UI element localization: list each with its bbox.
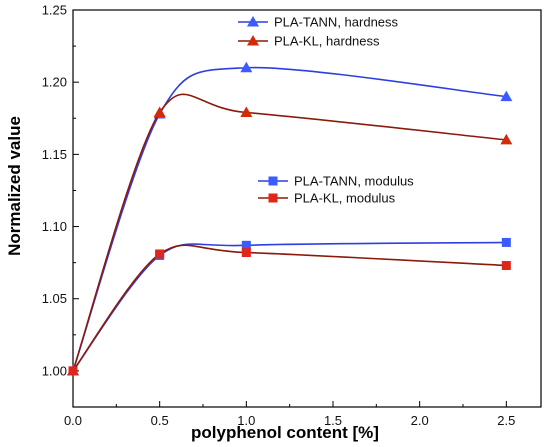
data-point: [240, 61, 253, 73]
series-2: [67, 93, 513, 376]
x-tick-label: 0.0: [64, 413, 82, 428]
legend-group-1: PLA-TANN, hardness PLA-KL, hardness: [238, 15, 399, 49]
series-line: [72, 66, 507, 372]
data-point: [501, 261, 511, 271]
legend-label: PLA-KL, hardness: [274, 34, 380, 49]
plot-border: [72, 9, 542, 408]
data-point: [240, 106, 253, 117]
y-tick-label: 1.25: [42, 3, 67, 18]
data-point: [241, 240, 251, 250]
x-axis-ticks: 0.0 0.5 1.0 1.5 2.0 2.5: [64, 401, 515, 428]
y-axis-title: Normalized value: [5, 116, 24, 256]
legend-group-2: PLA-TANN, modulus PLA-KL, modulus: [258, 174, 414, 206]
series-line: [72, 244, 507, 372]
y-axis-ticks: 1.00 1.05 1.10 1.15 1.20 1.25: [42, 3, 79, 378]
plot-frame: [72, 9, 542, 408]
y-tick-label: 1.20: [42, 75, 67, 90]
series-layer: [67, 61, 513, 376]
legend-label: PLA-KL, modulus: [294, 191, 396, 206]
legend-swatch-marker: [247, 16, 259, 27]
data-point: [501, 237, 511, 247]
y-tick-label: 1.05: [42, 291, 67, 306]
legend-label: PLA-TANN, modulus: [294, 174, 414, 189]
x-tick-label: 1.0: [237, 413, 255, 428]
data-point: [153, 106, 166, 117]
data-point: [155, 249, 165, 259]
y-tick-label: 1.10: [42, 219, 67, 234]
x-tick-label: 2.0: [411, 413, 429, 428]
y-tick-label: 1.15: [42, 147, 67, 162]
y-tick-label: 1.00: [42, 363, 67, 378]
x-axis-title: polyphenol content [%]: [191, 423, 379, 442]
legend-swatch-marker: [247, 35, 259, 46]
legend-swatch-marker: [268, 193, 278, 203]
x-tick-label: 1.5: [324, 413, 342, 428]
data-point: [500, 90, 513, 102]
series-line: [72, 93, 507, 372]
data-point: [68, 366, 78, 376]
series-1: [67, 61, 513, 376]
legend-label: PLA-TANN, hardness: [274, 15, 399, 30]
series-3: [68, 237, 511, 376]
x-tick-label: 2.5: [497, 413, 515, 428]
legend-swatch-marker: [268, 176, 278, 186]
x-tick-label: 0.5: [151, 413, 169, 428]
data-point: [500, 133, 513, 145]
data-point: [241, 248, 251, 258]
series-4: [68, 244, 511, 376]
